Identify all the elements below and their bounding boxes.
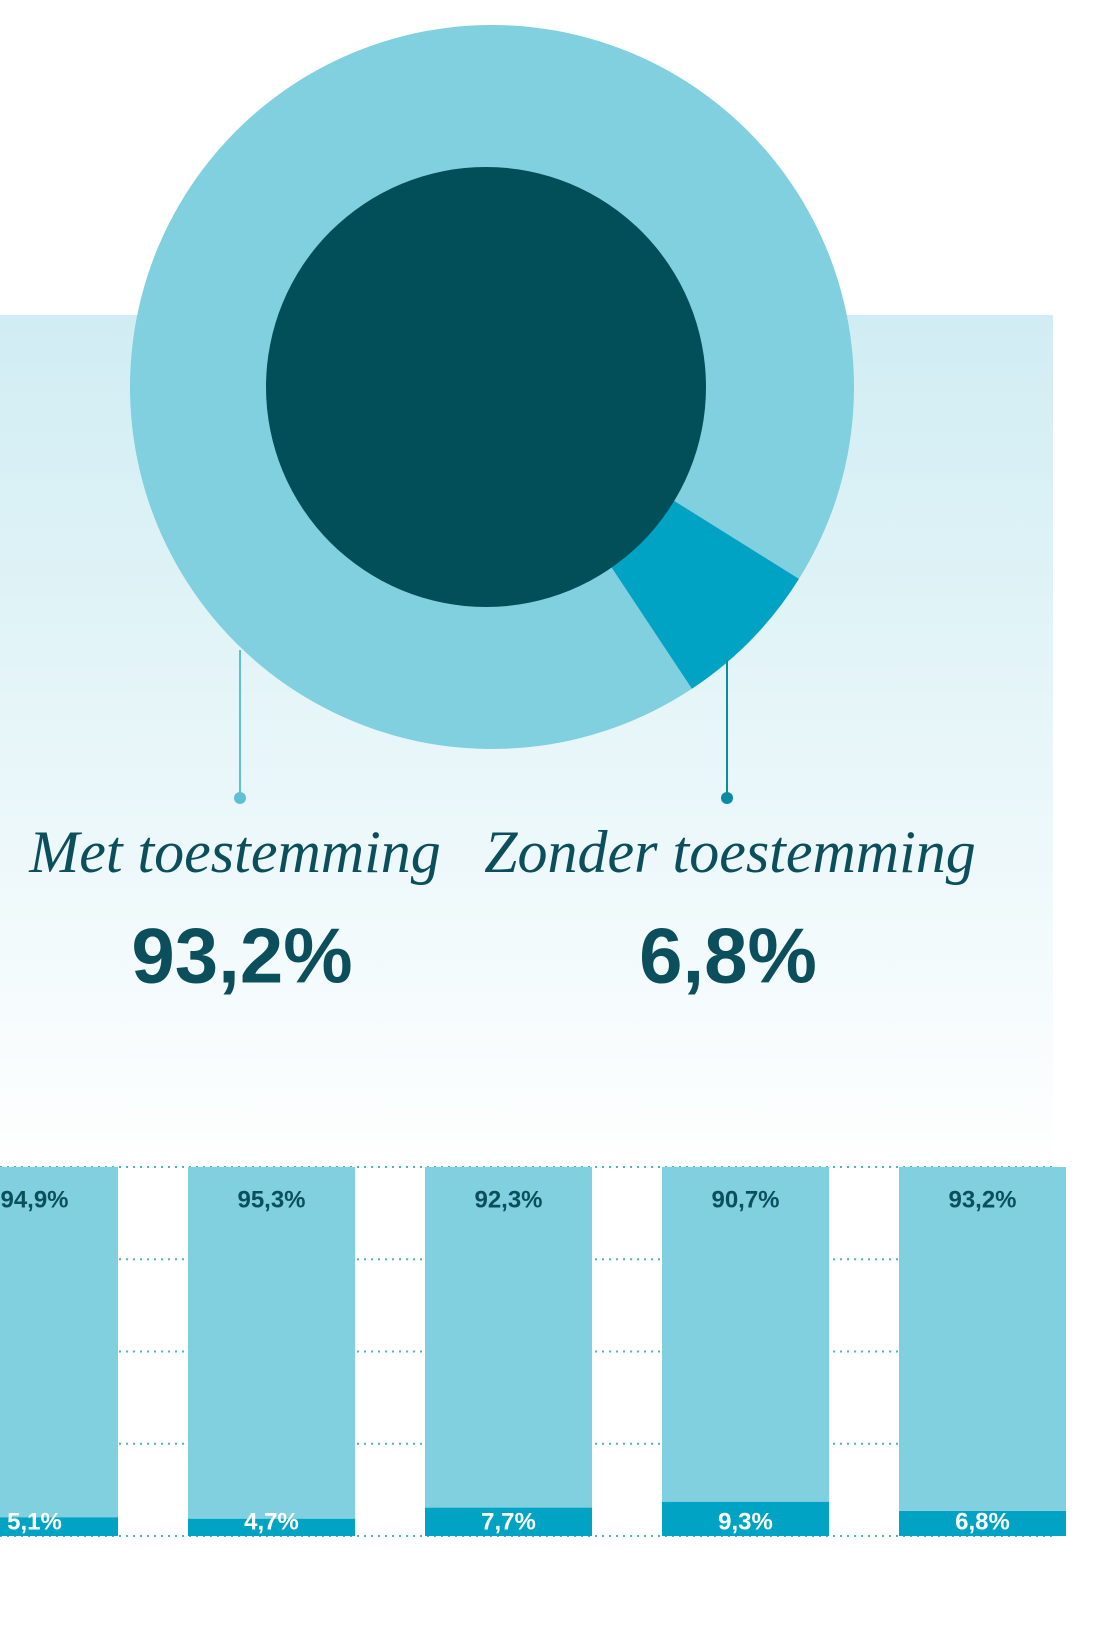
bar-value-label: 5,1% xyxy=(7,1508,62,1535)
bar-segment xyxy=(188,1167,355,1519)
bar-value-label: 4,7% xyxy=(244,1508,299,1535)
donut-center xyxy=(266,167,706,607)
bar-value-label: 6,8% xyxy=(955,1508,1010,1535)
donut-segment xyxy=(130,24,855,749)
bar-segment xyxy=(662,1501,829,1536)
legend-label: Zonder toestemming xyxy=(484,819,976,885)
donut-chart xyxy=(130,24,855,749)
bar-segment xyxy=(662,1167,829,1502)
bar-segment xyxy=(0,1167,118,1518)
bar-value-label: 95,3% xyxy=(237,1186,305,1213)
leader-dot xyxy=(234,792,246,804)
bar-segment xyxy=(188,1518,355,1536)
donut-segment xyxy=(602,492,799,689)
bar-segment xyxy=(899,1167,1066,1511)
bar-segment xyxy=(425,1507,592,1536)
bar-value-label: 92,3% xyxy=(474,1186,542,1213)
value-label: 6,8% xyxy=(639,912,817,1000)
bar-value-label: 9,3% xyxy=(718,1508,773,1535)
bar-value-label: 90,7% xyxy=(711,1186,779,1213)
bar-segment xyxy=(899,1510,1066,1536)
value-label: 93,2% xyxy=(131,912,352,1000)
leader-dot xyxy=(721,792,733,804)
legend-label: Met toestemming xyxy=(28,819,441,885)
bar-value-label: 94,9% xyxy=(0,1186,68,1213)
bar-segment xyxy=(425,1167,592,1508)
bar-value-label: 7,7% xyxy=(481,1508,536,1535)
bar-segment xyxy=(0,1517,118,1536)
bar-value-label: 93,2% xyxy=(948,1186,1016,1213)
bar-chart: 5,1% 94,9% 4,7% 95,3% 7,7% 92,3% 9,3% 90,7% 6,8%… xyxy=(0,1166,1066,1537)
